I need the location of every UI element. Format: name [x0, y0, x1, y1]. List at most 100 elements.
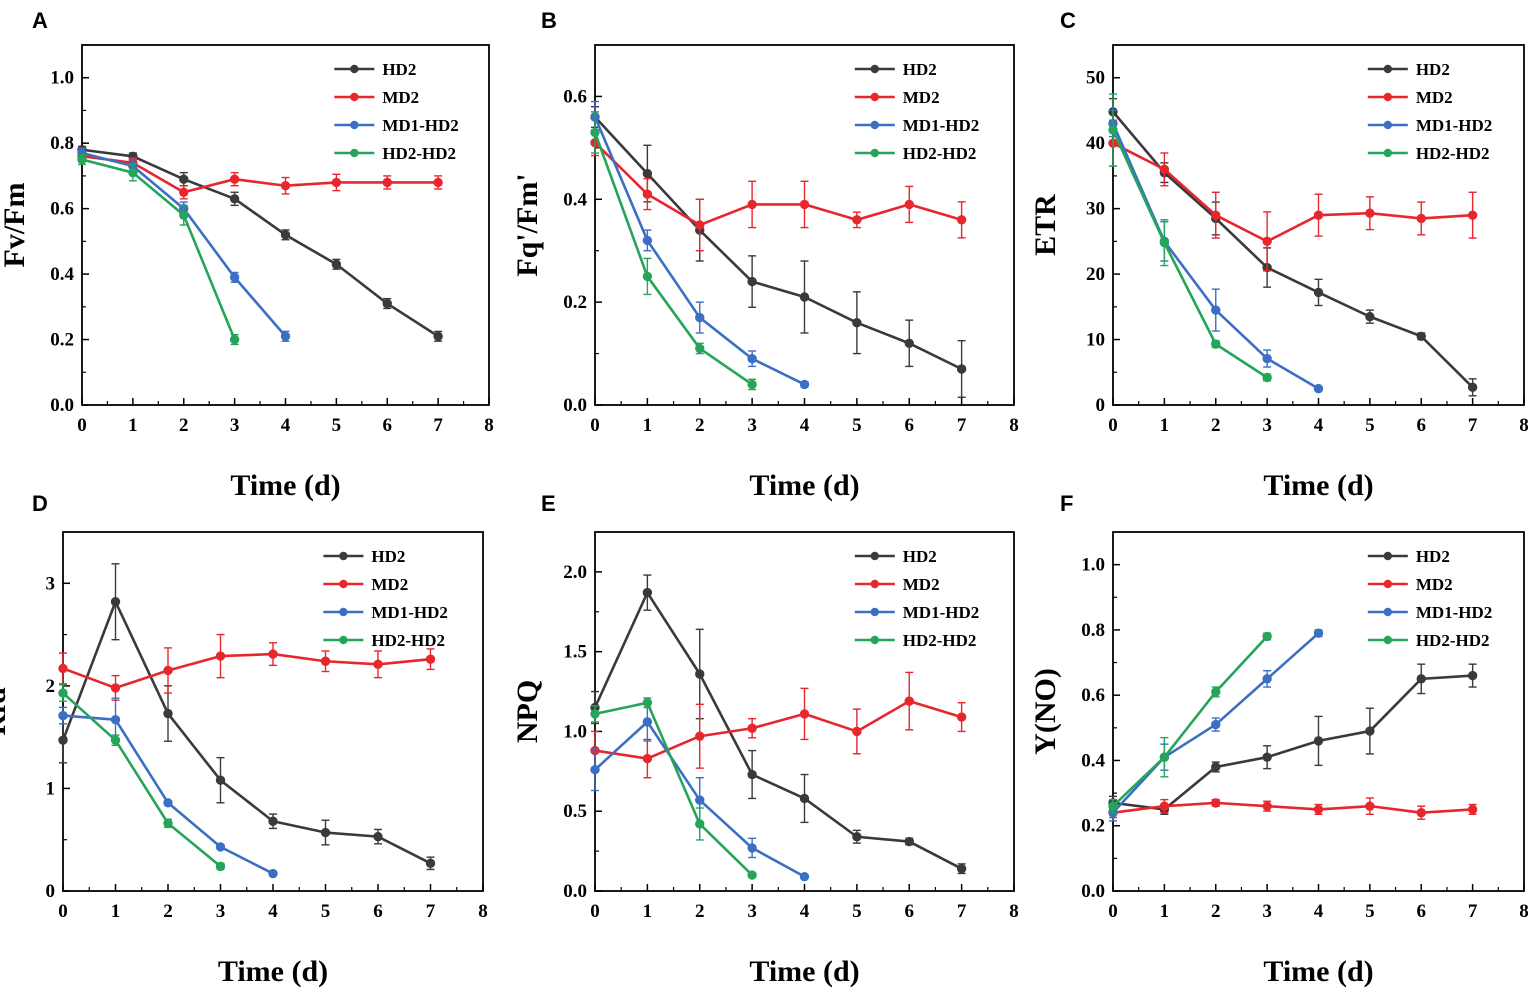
x-tick-label: 0: [590, 901, 600, 922]
y-tick-label: 0.4: [1081, 750, 1105, 771]
x-tick-label: 2: [1211, 415, 1221, 436]
x-tick-label: 4: [268, 901, 278, 922]
data-point: [799, 793, 810, 804]
data-point: [163, 818, 173, 829]
data-point: [1211, 687, 1221, 697]
legend-label: MD2: [1416, 575, 1453, 594]
legend-swatch-marker: [350, 64, 359, 74]
plot-frame: [81, 44, 490, 406]
legend: HD2 MD2 MD1-HD2 HD2-HD2: [323, 547, 448, 650]
data-point: [642, 698, 653, 708]
series-line: [594, 141, 962, 227]
y-axis-title: ETR: [1029, 194, 1062, 256]
x-tick-label: 5: [332, 415, 342, 436]
y-tick-label: 0.2: [1081, 816, 1105, 837]
panel-letter: D: [32, 491, 48, 516]
data-point: [1211, 719, 1221, 730]
data-point: [1262, 353, 1272, 364]
panel-a: A 0 1 2 3 4 5 6 7 8 0.0 0.2 0.4 0.6 0.8 1.0 Time (d) Fv/F…: [0, 8, 494, 502]
legend-label: HD2-HD2: [1416, 144, 1490, 163]
data-point: [163, 665, 173, 676]
y-tick-label: 1.0: [563, 721, 587, 742]
series-md1-hd2: [1108, 109, 1324, 394]
x-axis-title: Time (d): [749, 469, 859, 502]
x-tick-label: 5: [1365, 901, 1375, 922]
legend-item: HD2: [854, 60, 937, 79]
x-tick-label: 2: [695, 901, 705, 922]
legend-label: HD2: [371, 547, 405, 566]
data-point: [268, 868, 278, 879]
data-point: [747, 276, 757, 287]
x-tick-label: 7: [957, 415, 967, 436]
data-point: [280, 331, 291, 341]
data-point: [229, 334, 240, 345]
legend-label: HD2-HD2: [371, 631, 445, 650]
legend-label: MD2: [903, 88, 940, 107]
data-point: [1365, 208, 1375, 218]
legend-item: HD2: [854, 547, 937, 566]
series-line: [1112, 635, 1269, 808]
data-point: [110, 683, 121, 693]
legend-label: HD2: [1416, 60, 1450, 79]
data-point: [1365, 311, 1375, 322]
y-tick-label: 40: [1086, 133, 1105, 154]
series-line: [81, 148, 439, 338]
legend: HD2 MD2 MD1-HD2 HD2-HD2: [1367, 547, 1492, 650]
data-point: [1313, 210, 1324, 220]
data-point: [320, 827, 331, 838]
legend-label: MD2: [903, 575, 940, 594]
series-line: [61, 600, 432, 865]
data-point: [1211, 762, 1221, 772]
legend-label: HD2: [903, 60, 937, 79]
x-tick-label: 1: [1160, 415, 1170, 436]
legend-item: HD2-HD2: [323, 631, 445, 650]
data-point: [373, 659, 383, 670]
legend-swatch-marker: [350, 120, 359, 130]
data-point: [58, 710, 68, 721]
y-tick-label: 50: [1086, 68, 1105, 89]
y-tick-label: 10: [1086, 330, 1105, 351]
series-hd2-hd2: [1108, 631, 1272, 814]
legend-item: HD2: [323, 547, 405, 566]
legend-swatch-marker: [1383, 92, 1393, 102]
data-point: [695, 343, 705, 354]
data-point: [163, 798, 173, 808]
panel-letter: A: [32, 8, 48, 33]
data-point: [1262, 372, 1272, 383]
y-tick-label: 1.0: [50, 68, 74, 89]
panel-letter: E: [541, 491, 556, 516]
data-point: [904, 199, 914, 210]
panel-b: B 0 1 2 3 4 5 6 7 8 0.0 0.2 0.4 0.6 Time (d) Fq'/Fm' HD2…: [511, 8, 1019, 502]
x-tick-label: 1: [128, 415, 138, 436]
x-tick-label: 8: [478, 901, 488, 922]
x-axis-title: Time (d): [218, 955, 328, 988]
data-point: [229, 174, 240, 184]
data-point: [747, 843, 757, 853]
y-tick-label: 20: [1086, 264, 1105, 285]
y-tick-label: 1.0: [1081, 555, 1105, 576]
data-point: [852, 215, 862, 225]
x-tick-label: 2: [1211, 901, 1221, 922]
data-point: [425, 654, 436, 664]
series-hd2-hd2: [77, 153, 240, 346]
x-tick-label: 8: [484, 415, 494, 436]
y-tick-label: 0.4: [563, 189, 587, 210]
data-point: [1159, 237, 1170, 248]
legend-label: HD2: [382, 60, 416, 79]
data-point: [1416, 213, 1426, 224]
series-hd2: [58, 563, 436, 871]
data-point: [110, 597, 121, 607]
data-point: [1467, 382, 1478, 393]
legend-swatch-marker: [870, 551, 879, 561]
series-line: [62, 692, 222, 868]
data-point: [1467, 670, 1478, 681]
y-tick-label: 0.0: [563, 395, 587, 416]
series-md2: [1108, 797, 1478, 820]
data-point: [215, 775, 226, 785]
legend-swatch-marker: [870, 635, 879, 645]
data-point: [179, 174, 189, 184]
x-tick-label: 5: [852, 415, 862, 436]
y-tick-label: 30: [1086, 199, 1105, 220]
data-point: [1365, 726, 1375, 736]
data-point: [433, 177, 443, 188]
